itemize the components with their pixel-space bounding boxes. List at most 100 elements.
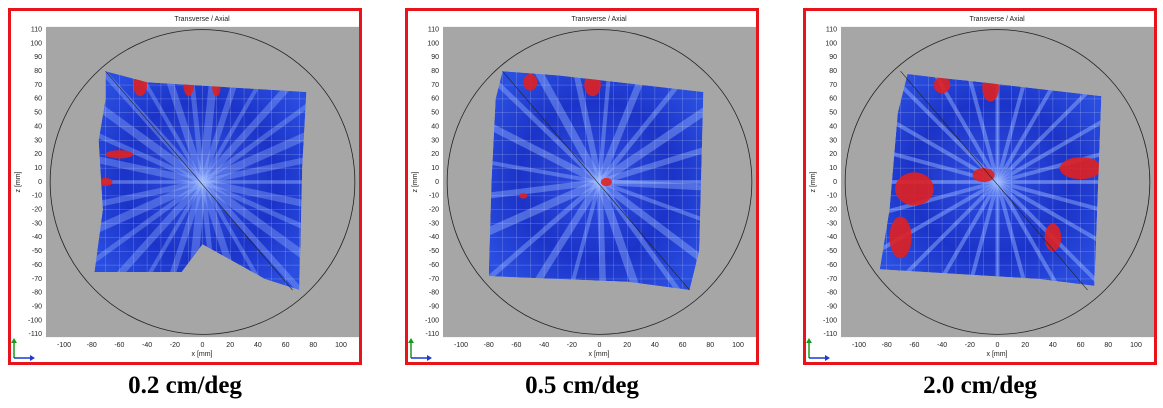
red-patch — [1060, 157, 1102, 179]
y-tick-label: -20 — [429, 207, 439, 214]
red-patch — [895, 172, 934, 205]
y-tick-label: -20 — [827, 207, 837, 214]
x-tick-label: -80 — [87, 342, 97, 349]
y-tick-label: -70 — [827, 276, 837, 283]
x-tick-label: 80 — [706, 342, 714, 349]
y-tick-label: 30 — [431, 137, 439, 144]
y-tick-label: -90 — [429, 303, 439, 310]
y-tick-label: 70 — [431, 82, 439, 89]
y-tick-label: 60 — [829, 96, 837, 103]
y-tick-label: 40 — [431, 123, 439, 130]
plot-panel: Transverse / Axial1101009080706050403020… — [8, 8, 362, 365]
axis-icon-x-head — [825, 355, 830, 361]
y-tick-label: -50 — [32, 248, 42, 255]
caption: 0.2 cm/deg — [8, 372, 362, 400]
plot: Transverse / Axial1101009080706050403020… — [8, 8, 362, 365]
x-tick-label: -60 — [909, 342, 919, 349]
y-tick-label: -10 — [429, 193, 439, 200]
y-tick-label: -80 — [32, 290, 42, 297]
y-tick-label: -80 — [827, 290, 837, 297]
y-tick-label: 60 — [34, 96, 42, 103]
x-tick-label: 0 — [996, 342, 1000, 349]
y-tick-label: -40 — [429, 234, 439, 241]
red-patch — [889, 217, 911, 259]
y-tick-label: 90 — [431, 54, 439, 61]
y-tick-label: 40 — [34, 123, 42, 130]
y-tick-label: 30 — [34, 137, 42, 144]
y-tick-label: -30 — [32, 220, 42, 227]
axis-icon-x-head — [30, 355, 35, 361]
y-tick-label: 50 — [34, 110, 42, 117]
y-tick-label: 30 — [829, 137, 837, 144]
y-tick-label: 80 — [34, 68, 42, 75]
y-tick-label: 100 — [30, 40, 42, 47]
y-tick-label: 70 — [34, 82, 42, 89]
y-tick-label: 80 — [431, 68, 439, 75]
y-axis-label: z [mm] — [412, 171, 419, 192]
y-tick-label: 110 — [826, 26, 837, 33]
x-tick-label: -60 — [511, 342, 521, 349]
y-tick-label: 100 — [427, 40, 439, 47]
x-tick-label: 40 — [1049, 342, 1057, 349]
x-axis-label: x [mm] — [987, 351, 1008, 358]
y-tick-label: -100 — [28, 317, 42, 324]
y-axis-label: z [mm] — [810, 171, 817, 192]
y-tick-label: 10 — [829, 165, 837, 172]
y-tick-label: -50 — [429, 248, 439, 255]
y-tick-label: 20 — [34, 151, 42, 158]
y-tick-label: -90 — [827, 303, 837, 310]
y-tick-label: 80 — [829, 68, 837, 75]
y-tick-label: -100 — [425, 317, 439, 324]
x-tick-label: 40 — [254, 342, 262, 349]
x-tick-label: 80 — [309, 342, 317, 349]
x-tick-label: 0 — [201, 342, 205, 349]
panel-title: Transverse / Axial — [571, 16, 627, 23]
x-axis-label: x [mm] — [192, 351, 213, 358]
x-tick-label: 20 — [1021, 342, 1029, 349]
x-tick-label: -20 — [567, 342, 577, 349]
x-axis-label: x [mm] — [589, 351, 610, 358]
red-patch — [523, 74, 537, 91]
x-tick-label: 100 — [1130, 342, 1142, 349]
y-tick-label: -70 — [429, 276, 439, 283]
axis-icon-x-head — [427, 355, 432, 361]
y-tick-label: -10 — [827, 193, 837, 200]
y-tick-label: 0 — [435, 179, 439, 186]
x-tick-label: -40 — [937, 342, 947, 349]
plot: Transverse / Axial1101009080706050403020… — [803, 8, 1157, 365]
x-tick-label: 60 — [1077, 342, 1085, 349]
panel-title: Transverse / Axial — [969, 16, 1025, 23]
y-tick-label: -100 — [823, 317, 837, 324]
y-tick-label: 20 — [431, 151, 439, 158]
y-tick-label: -90 — [32, 303, 42, 310]
y-tick-label: -110 — [29, 331, 43, 338]
x-tick-label: 40 — [651, 342, 659, 349]
y-tick-label: -30 — [827, 220, 837, 227]
y-tick-label: 110 — [428, 26, 439, 33]
y-tick-label: 100 — [825, 40, 837, 47]
x-tick-label: -20 — [170, 342, 180, 349]
caption: 2.0 cm/deg — [803, 372, 1157, 400]
x-tick-label: -100 — [57, 342, 71, 349]
red-patch — [973, 168, 995, 182]
plot-panel: Transverse / Axial1101009080706050403020… — [405, 8, 759, 365]
x-tick-label: 20 — [623, 342, 631, 349]
x-tick-label: -40 — [539, 342, 549, 349]
y-tick-label: 60 — [431, 96, 439, 103]
y-tick-label: 90 — [829, 54, 837, 61]
x-tick-label: 60 — [679, 342, 687, 349]
x-tick-label: 80 — [1104, 342, 1112, 349]
y-tick-label: -40 — [32, 234, 42, 241]
x-tick-label: 100 — [335, 342, 347, 349]
y-tick-label: 70 — [829, 82, 837, 89]
y-tick-label: 50 — [431, 110, 439, 117]
y-tick-label: 0 — [38, 179, 42, 186]
plot: Transverse / Axial1101009080706050403020… — [405, 8, 759, 365]
axis-icon-z-head — [408, 338, 414, 343]
y-tick-label: -80 — [429, 290, 439, 297]
y-tick-label: -40 — [827, 234, 837, 241]
y-tick-label: 10 — [34, 165, 42, 172]
y-tick-label: 20 — [829, 151, 837, 158]
x-tick-label: -20 — [965, 342, 975, 349]
y-tick-label: 10 — [431, 165, 439, 172]
